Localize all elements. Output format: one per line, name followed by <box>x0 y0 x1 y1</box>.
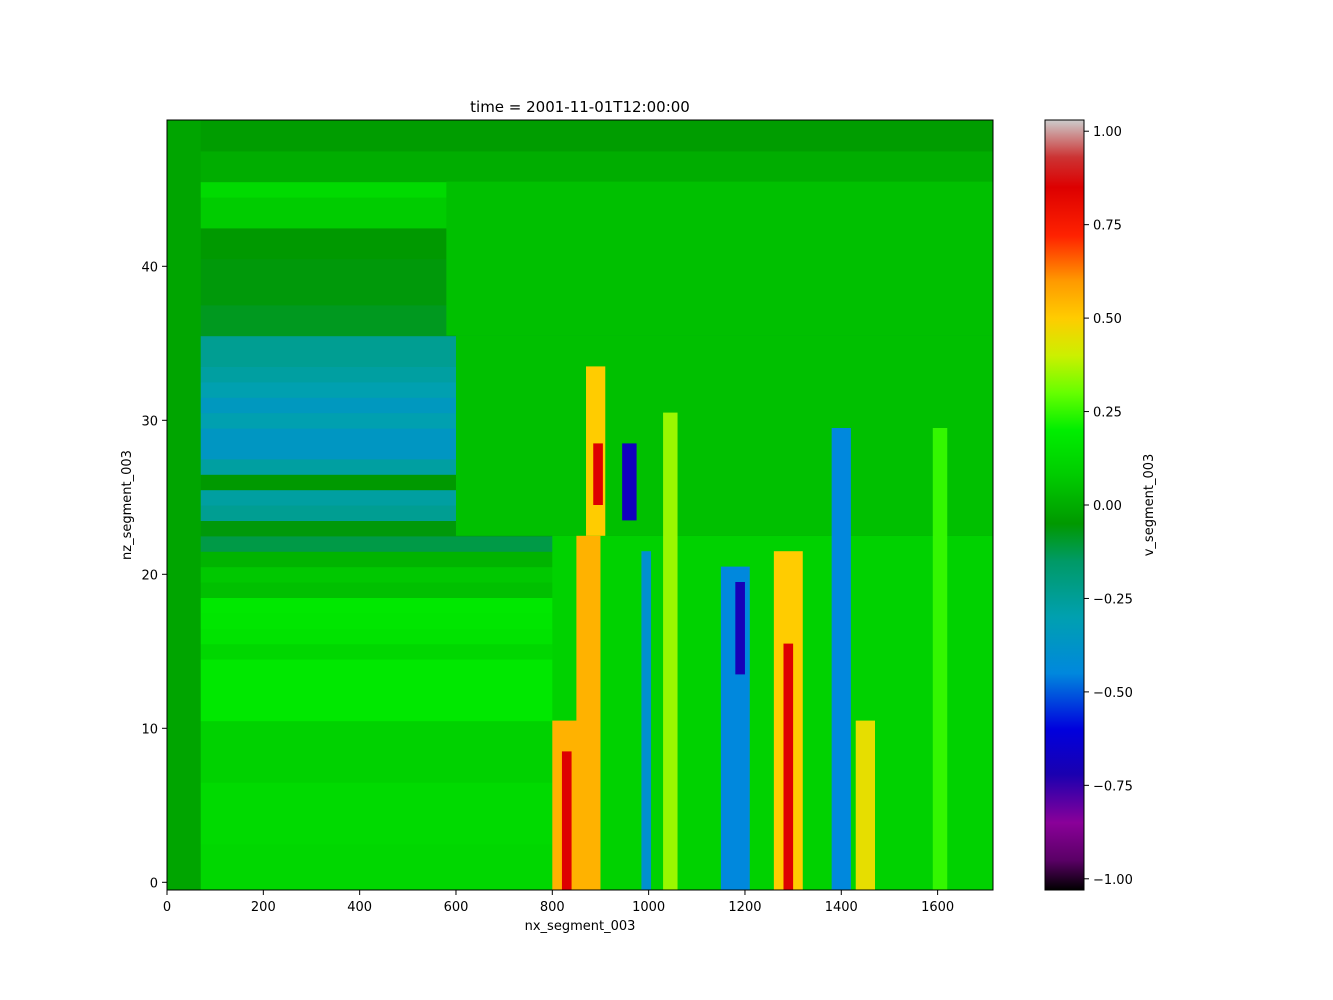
x-tick-label: 200 <box>251 900 276 915</box>
heatmap-feature <box>932 428 948 890</box>
colorbar-tick-label: 0.00 <box>1093 499 1122 514</box>
x-axis-label: nx_segment_003 <box>525 919 636 934</box>
colorbar-tick-label: −0.25 <box>1093 592 1133 607</box>
heatmap-feature <box>783 643 794 890</box>
heatmap-plot-area <box>167 120 993 890</box>
heatmap-feature <box>593 443 603 505</box>
x-tick-label: 800 <box>540 900 565 915</box>
heatmap-layer <box>167 120 993 152</box>
y-tick-label: 0 <box>150 876 158 891</box>
x-axis: 0 200 400 600 800 1000 1200 1400 1600 <box>163 890 954 915</box>
x-tick-label: 1200 <box>728 900 761 915</box>
colorbar-label: v_segment_003 <box>1142 454 1157 557</box>
heatmap-feature <box>855 720 875 890</box>
plot-frame <box>166 119 994 891</box>
y-tick-label: 40 <box>141 260 158 275</box>
heatmap-region <box>446 181 993 336</box>
y-axis-label: nz_segment_003 <box>120 450 135 560</box>
heatmap-feature <box>735 582 745 675</box>
x-tick-label: 1600 <box>921 900 954 915</box>
heatmap-feature <box>622 443 637 521</box>
x-tick-label: 1400 <box>825 900 858 915</box>
colorbar-ticks: 1.00 0.75 0.50 0.25 0.00 −0.25 −0.50 −0.75 −1.00 <box>1084 125 1133 888</box>
heatmap-region <box>167 120 201 890</box>
heatmap-feature <box>576 535 601 890</box>
chart-title: time = 2001-11-01T12:00:00 <box>470 98 690 116</box>
y-tick-label: 20 <box>141 568 158 583</box>
colorbar-tick-label: 0.75 <box>1093 219 1122 234</box>
colorbar-tick-label: −0.50 <box>1093 686 1133 701</box>
x-tick-label: 600 <box>444 900 469 915</box>
heatmap-region <box>455 335 993 536</box>
x-tick-label: 1000 <box>632 900 665 915</box>
x-tick-label: 0 <box>163 900 171 915</box>
heatmap-feature <box>561 751 572 890</box>
colorbar-tick-label: 0.25 <box>1093 406 1122 421</box>
colorbar-tick-label: 1.00 <box>1093 125 1122 140</box>
heatmap-region <box>552 535 993 890</box>
x-tick-label: 400 <box>347 900 372 915</box>
y-axis: 0 10 20 30 40 <box>141 260 167 891</box>
colorbar-tick-label: −1.00 <box>1093 873 1133 888</box>
y-tick-label: 30 <box>141 414 158 429</box>
heatmap-layer <box>167 150 993 183</box>
heatmap-feature <box>641 551 652 890</box>
heatmap-feature <box>831 428 851 890</box>
colorbar-tick-label: −0.75 <box>1093 779 1133 794</box>
colorbar-gradient <box>1044 119 1085 891</box>
colorbar-tick-label: 0.50 <box>1093 312 1122 327</box>
y-tick-label: 10 <box>141 722 158 737</box>
heatmap-feature <box>663 412 678 890</box>
colorbar: 1.00 0.75 0.50 0.25 0.00 −0.25 −0.50 −0.75 −1.00… <box>1044 119 1157 891</box>
